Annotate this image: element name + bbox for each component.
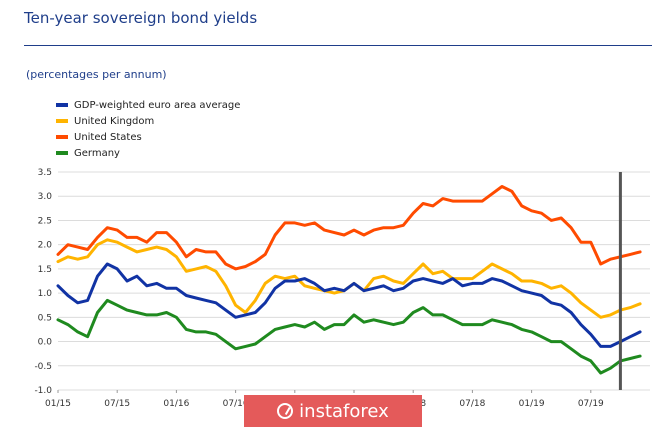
- y-tick-label: -0.5: [34, 362, 52, 372]
- chart-legend: GDP-weighted euro area average United Kin…: [56, 97, 240, 161]
- x-tick-label: 07/19: [578, 399, 604, 409]
- legend-item: United Kingdom: [56, 113, 240, 129]
- legend-swatch: [56, 119, 68, 123]
- series-line-united-kingdom: [56, 238, 642, 319]
- x-tick-label: 07/15: [104, 399, 130, 409]
- legend-item: GDP-weighted euro area average: [56, 97, 240, 113]
- y-tick-label: 3.5: [38, 168, 52, 178]
- instaforex-logo-icon: [277, 403, 294, 419]
- x-tick-label: 07/18: [459, 399, 485, 409]
- series-line-germany: [56, 298, 642, 375]
- legend-swatch: [56, 103, 68, 107]
- y-tick-label: 0.0: [38, 338, 53, 348]
- legend-label: United States: [74, 131, 142, 143]
- legend-label: Germany: [74, 147, 120, 159]
- y-tick-label: 3.0: [38, 192, 53, 202]
- x-tick-label: 07/16: [223, 399, 249, 409]
- x-tick-label: 01/15: [45, 399, 71, 409]
- x-tick-label: 01/19: [519, 399, 545, 409]
- y-tick-label: 0.5: [38, 313, 52, 323]
- legend-label: United Kingdom: [74, 115, 155, 127]
- legend-swatch: [56, 135, 68, 139]
- y-tick-label: 2.0: [38, 241, 53, 251]
- y-tick-label: 1.5: [38, 265, 52, 275]
- legend-item: Germany: [56, 145, 240, 161]
- title-divider: [24, 45, 652, 46]
- y-tick-label: 1.0: [38, 289, 53, 299]
- y-tick-label: 2.5: [38, 216, 52, 226]
- series-line-gdp-weighted-euro-area-average: [56, 262, 642, 348]
- legend-label: GDP-weighted euro area average: [74, 99, 241, 111]
- chart-title: Ten-year sovereign bond yields: [24, 9, 258, 27]
- legend-swatch: [56, 151, 68, 155]
- chart-subtitle: (percentages per annum): [26, 68, 167, 81]
- series-line-united-states: [56, 185, 642, 271]
- x-tick-label: 01/16: [163, 399, 189, 409]
- watermark-text: instaforex: [299, 400, 389, 422]
- legend-item: United States: [56, 129, 240, 145]
- watermark-banner: instaforex: [244, 395, 422, 427]
- y-tick-label: -1.0: [34, 386, 52, 396]
